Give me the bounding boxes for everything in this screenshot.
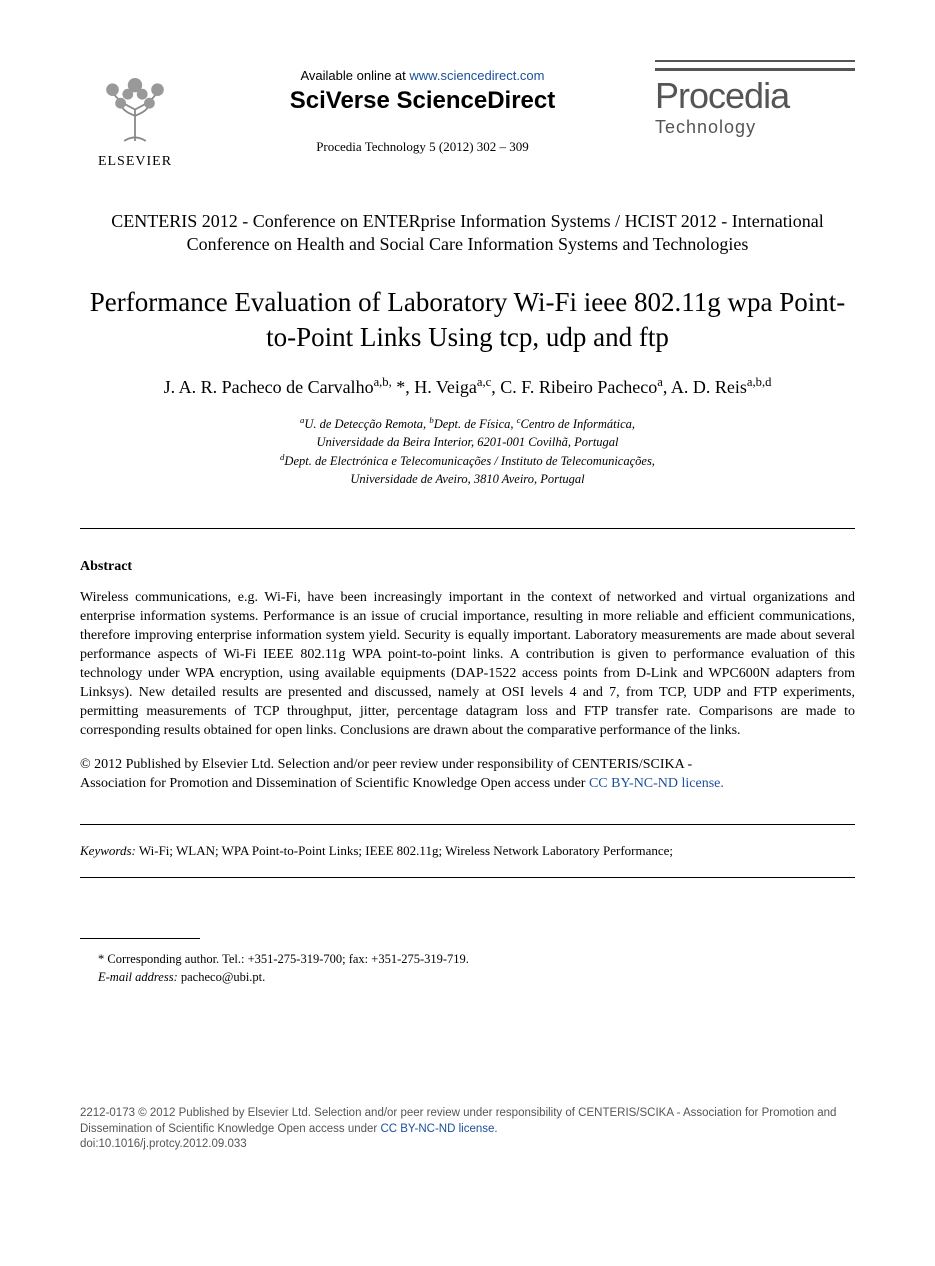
sciencedirect-link[interactable]: www.sciencedirect.com — [409, 68, 544, 83]
sciverse-brand: SciVerse ScienceDirect — [290, 87, 556, 115]
publisher-name: ELSEVIER — [98, 154, 172, 170]
keywords-text: Wi-Fi; WLAN; WPA Point-to-Point Links; I… — [136, 843, 673, 858]
elsevier-tree-icon — [90, 60, 180, 150]
footnote-rule — [80, 938, 200, 939]
affiliation-line-3: dDept. de Electrónica e Telecomunicações… — [80, 451, 855, 471]
keywords: Keywords: Wi-Fi; WLAN; WPA Point-to-Poin… — [80, 843, 855, 859]
procedia-subtitle: Technology — [655, 117, 855, 138]
corresponding-line-2: E-mail address: pacheco@ubi.pt. — [98, 969, 855, 987]
corresponding-author: * Corresponding author. Tel.: +351-275-3… — [80, 951, 855, 986]
procedia-rule — [655, 60, 855, 71]
available-online: Available online at www.sciencedirect.co… — [300, 68, 544, 83]
page-footer: 2212-0173 © 2012 Published by Elsevier L… — [80, 1106, 855, 1153]
rule-below-keywords — [80, 877, 855, 878]
author-list: J. A. R. Pacheco de Carvalhoa,b, *, H. V… — [80, 375, 855, 398]
rule-above-abstract — [80, 528, 855, 529]
affiliations: aU. de Detecção Remota, bDept. de Física… — [80, 414, 855, 488]
journal-reference: Procedia Technology 5 (2012) 302 – 309 — [316, 139, 529, 155]
available-prefix: Available online at — [300, 68, 409, 83]
publisher-logo-block: ELSEVIER — [80, 60, 190, 170]
footer-license-link[interactable]: CC BY-NC-ND license. — [380, 1123, 497, 1135]
rule-above-keywords — [80, 824, 855, 825]
procedia-title: Procedia — [655, 75, 855, 117]
affiliation-line-1: aU. de Detecção Remota, bDept. de Física… — [80, 414, 855, 434]
email-value: pacheco@ubi.pt. — [178, 970, 266, 984]
conference-name: CENTERIS 2012 - Conference on ENTERprise… — [80, 210, 855, 257]
footer-doi: doi:10.1016/j.protcy.2012.09.033 — [80, 1137, 855, 1153]
header: ELSEVIER Available online at www.science… — [80, 60, 855, 170]
journal-logo-block: Procedia Technology — [655, 60, 855, 138]
license-link[interactable]: CC BY-NC-ND license. — [589, 776, 724, 791]
copyright-notice: © 2012 Published by Elsevier Ltd. Select… — [80, 756, 855, 794]
abstract-body: Wireless communications, e.g. Wi-Fi, hav… — [80, 589, 855, 740]
corresponding-line-1: * Corresponding author. Tel.: +351-275-3… — [98, 951, 855, 969]
copyright-line-2-prefix: Association for Promotion and Disseminat… — [80, 776, 589, 791]
affiliation-line-4: Universidade de Aveiro, 3810 Aveiro, Por… — [80, 471, 855, 489]
paper-title: Performance Evaluation of Laboratory Wi-… — [80, 285, 855, 355]
header-center: Available online at www.sciencedirect.co… — [190, 60, 655, 155]
keywords-label: Keywords: — [80, 843, 136, 858]
abstract-heading: Abstract — [80, 559, 855, 575]
footer-line-1: 2212-0173 © 2012 Published by Elsevier L… — [80, 1106, 855, 1137]
copyright-line-1: © 2012 Published by Elsevier Ltd. Select… — [80, 757, 692, 772]
email-label: E-mail address: — [98, 970, 178, 984]
affiliation-line-2: Universidade da Beira Interior, 6201-001… — [80, 434, 855, 452]
